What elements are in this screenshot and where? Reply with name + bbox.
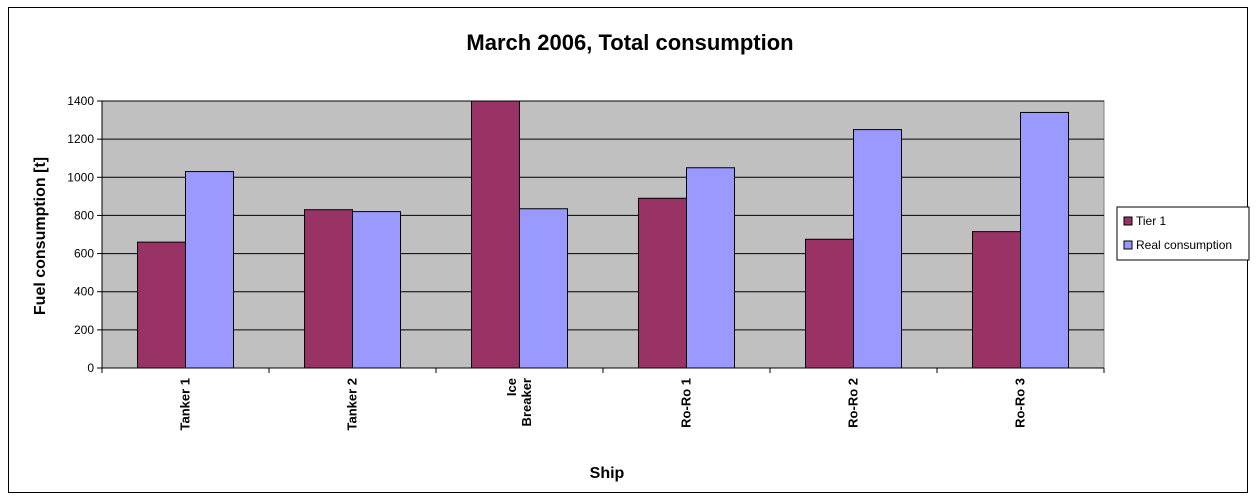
y-tick-labels: 0 200 400 600 800 1000 1200 1400 <box>67 94 94 375</box>
x-category-label-line: Tanker 1 <box>178 378 193 431</box>
x-category-label: Ro-Ro 1 <box>679 378 694 428</box>
x-category-labels: Tanker 1 Tanker 2 Ice Breaker Ro-Ro 1 Ro-Ro 2… <box>178 378 1028 431</box>
bar-real-consumption <box>853 129 902 369</box>
x-category-label: Tanker 1 <box>178 378 193 431</box>
y-axis-title: Fuel consumption [t] <box>32 157 49 315</box>
x-category-label-line: Breaker <box>519 378 534 426</box>
legend-box <box>1116 206 1250 261</box>
x-category-label: Tanker 2 <box>345 378 360 431</box>
legend-label: Tier 1 <box>1136 214 1167 228</box>
x-category-label: Ro-Ro 3 <box>1013 378 1028 428</box>
x-category-label-line: Ice <box>504 378 519 396</box>
y-tick-label: 0 <box>87 361 94 375</box>
bar-real-consumption <box>352 211 401 369</box>
x-category-label-line: Ro-Ro 3 <box>1013 378 1028 428</box>
y-tick-label: 1000 <box>67 170 94 184</box>
x-category-label-line: Ro-Ro 1 <box>679 378 694 428</box>
bar-real-consumption <box>1020 111 1069 369</box>
x-category-label: Ice Breaker <box>504 378 534 426</box>
x-axis-title: Ship <box>590 465 625 482</box>
legend-label: Real consumption <box>1136 238 1232 252</box>
bar-tier-1 <box>304 209 353 369</box>
y-tick-label: 400 <box>74 285 94 299</box>
legend-swatch <box>1123 216 1133 226</box>
bar-tier-1 <box>972 231 1021 369</box>
x-category-label-line: Tanker 2 <box>345 378 360 431</box>
chart-title: March 2006, Total consumption <box>466 30 793 55</box>
x-category-label: Ro-Ro 2 <box>846 378 861 428</box>
bar-tier-1 <box>137 241 186 369</box>
bar-real-consumption <box>686 167 735 369</box>
y-tick-label: 1400 <box>67 94 94 108</box>
y-tick-label: 1200 <box>67 132 94 146</box>
bar-real-consumption <box>519 208 568 369</box>
bar-tier-1 <box>805 238 854 369</box>
bars <box>137 100 1069 369</box>
bar-real-consumption <box>185 171 234 369</box>
gridlines <box>102 100 1104 331</box>
y-tick-label: 800 <box>74 208 94 222</box>
legend: Tier 1 Real consumption <box>1116 206 1250 261</box>
plot-area <box>101 100 1105 369</box>
y-tick-label: 200 <box>74 323 94 337</box>
bar-tier-1 <box>471 100 520 369</box>
axes <box>97 100 1105 373</box>
bar-tier-1 <box>638 197 687 369</box>
legend-swatch <box>1123 240 1133 250</box>
y-tick-label: 600 <box>74 247 94 261</box>
x-category-label-line: Ro-Ro 2 <box>846 378 861 428</box>
